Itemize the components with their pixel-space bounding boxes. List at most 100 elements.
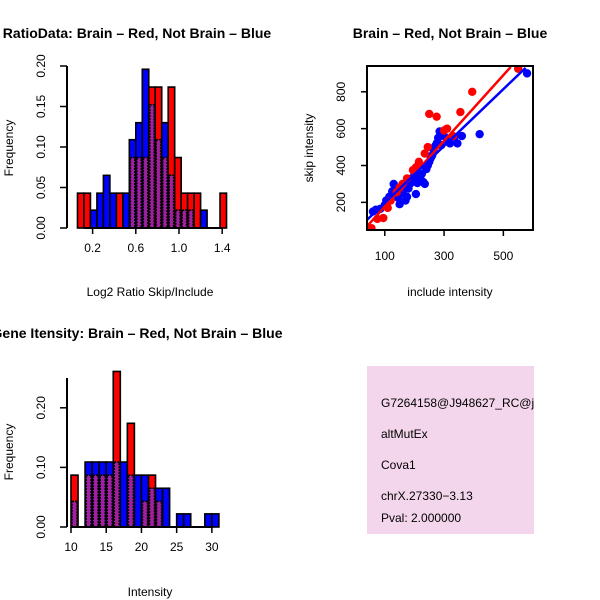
x-tick-label: 1.4 [214,241,231,255]
ratio-chart-title: RatioData: Brain – Red, Not Brain – Blue [3,25,272,41]
scatter-point-brain [420,149,430,158]
y-tick-label: 0.15 [34,94,48,118]
histogram-bar-overlap [148,487,156,528]
scatter-point-brain [425,109,434,119]
histogram-bar-not-brain [96,192,105,229]
x-tick-label: 25 [170,540,184,554]
histogram-bar-not-brain [161,487,171,528]
scatter-point-not-brain [420,179,430,189]
x-tick-label: 0.6 [127,241,144,255]
scatter-fit-line-brain [367,66,512,228]
scatter-y-label: skip intensity [302,114,316,183]
histogram-bar-brain [115,192,124,229]
x-tick-label: 15 [100,540,114,554]
y-tick-label: 600 [334,118,348,138]
y-tick-label: 800 [334,81,348,101]
histogram-bar-brain [76,192,85,229]
scatter-chart-title: Brain – Red, Not Brain – Blue [353,25,548,41]
y-tick-label: 0.10 [34,455,48,479]
info-pvalue: Pval: 2.000000 [381,511,461,525]
ratio-y-label: Frequency [2,120,16,177]
histogram-bar-overlap [155,138,162,229]
histogram-bar-brain [83,192,92,229]
histogram-bar-overlap [168,174,175,229]
histogram-bar-overlap [141,500,149,528]
scatter-point-brain [442,124,452,133]
histogram-bar-not-brain [204,513,213,528]
intensity-x-label: Intensity [128,585,173,599]
histogram-bar-not-brain [133,474,143,528]
scatter-point-not-brain [457,131,467,141]
intensity-chart-title-visible: Gene Itensity: Brain – Red, Not Brain – … [0,325,283,341]
histogram-bar-not-brain [109,192,118,229]
intensity-y-label: Frequency [2,424,16,481]
intensity-histogram: Gene Itensity: Brain – Red, Not Brain – … [0,325,283,599]
scatter-point-brain [468,87,477,96]
histogram-bar-overlap [99,474,107,528]
histogram-bar-brain [193,192,202,229]
y-tick-label: 0.00 [34,216,48,240]
x-tick-label: 10 [64,540,78,554]
histogram-bar-overlap [174,209,181,229]
histogram-bar-overlap [127,474,135,528]
histogram-bar-overlap [148,104,156,229]
scatter-point-not-brain [475,129,484,139]
histogram-bar-overlap [155,500,163,528]
histogram-bar-not-brain [182,513,192,528]
intensity-ticks: 10 15 20 25 30 0.00 0.10 0.20 [34,396,219,554]
x-tick-label: 100 [375,249,395,263]
scatter-point-not-brain [402,192,412,202]
scatter-plot-box [366,65,534,231]
scatter-point-not-brain [411,189,421,199]
intensity-scatter: Brain – Red, Not Brain – Blue 100 300 500 2… [302,25,547,299]
info-panel: G7264158@J948627_RC@j123 altMutEx Cova1 … [367,366,554,534]
scatter-point-not-brain [453,139,462,148]
ratio-histogram: RatioData: Brain – Red, Not Brain – Blue… [2,25,271,299]
histogram-bar-overlap [161,156,169,229]
y-tick-label: 200 [334,192,348,212]
x-tick-label: 20 [135,540,149,554]
info-location: chrX.27330−3.13 [381,489,473,503]
y-tick-label: 0.05 [34,175,48,199]
histogram-bar-overlap [187,209,194,229]
y-tick-label: 0.10 [34,135,48,159]
histogram-bar-overlap [113,461,121,528]
histogram-bar-overlap [71,500,78,528]
histogram-bar-not-brain [119,461,129,528]
y-tick-label: 0.20 [34,54,48,78]
x-tick-label: 0.2 [84,241,101,255]
scatter-fit-lines [367,66,527,228]
scatter-point-brain [423,142,432,152]
histogram-bar-not-brain [102,174,111,229]
histogram-bar-overlap [129,156,136,229]
ratio-ticks: 0.2 0.6 1.0 1.4 0.00 0.05 0.10 0.15 0.20 [34,54,231,255]
scatter-x-label: include intensity [407,285,492,299]
info-event-id: G7264158@J948627_RC@j123 [381,396,554,410]
histogram-bar-not-brain [89,209,98,229]
ratio-bars [76,68,228,229]
histogram-bar-overlap [142,156,149,229]
histogram-bar-not-brain [122,192,131,229]
histogram-bar-overlap [136,156,143,229]
y-tick-label: 400 [334,155,348,175]
scatter-point-brain [432,112,441,121]
histogram-bar-overlap [92,474,99,528]
histogram-bar-not-brain [199,209,208,229]
scatter-point-brain [456,107,465,117]
x-tick-label: 30 [205,540,219,554]
scatter-ticks: 100 300 500 200 400 600 800 [334,81,514,263]
info-gene-name: Cova1 [381,458,416,472]
histogram-bar-not-brain [175,513,185,528]
info-panel-background [367,366,534,534]
intensity-bars [70,370,220,528]
scatter-point-brain [379,213,388,223]
scatter-fit-line-not-brain [367,66,527,221]
x-tick-label: 500 [493,249,513,263]
scatter-point-not-brain [522,69,532,78]
histogram-bar-brain [219,192,228,229]
x-tick-label: 300 [434,249,454,263]
scatter-points [367,66,532,230]
y-tick-label: 0.20 [34,396,48,420]
info-event-type: altMutEx [381,427,428,441]
